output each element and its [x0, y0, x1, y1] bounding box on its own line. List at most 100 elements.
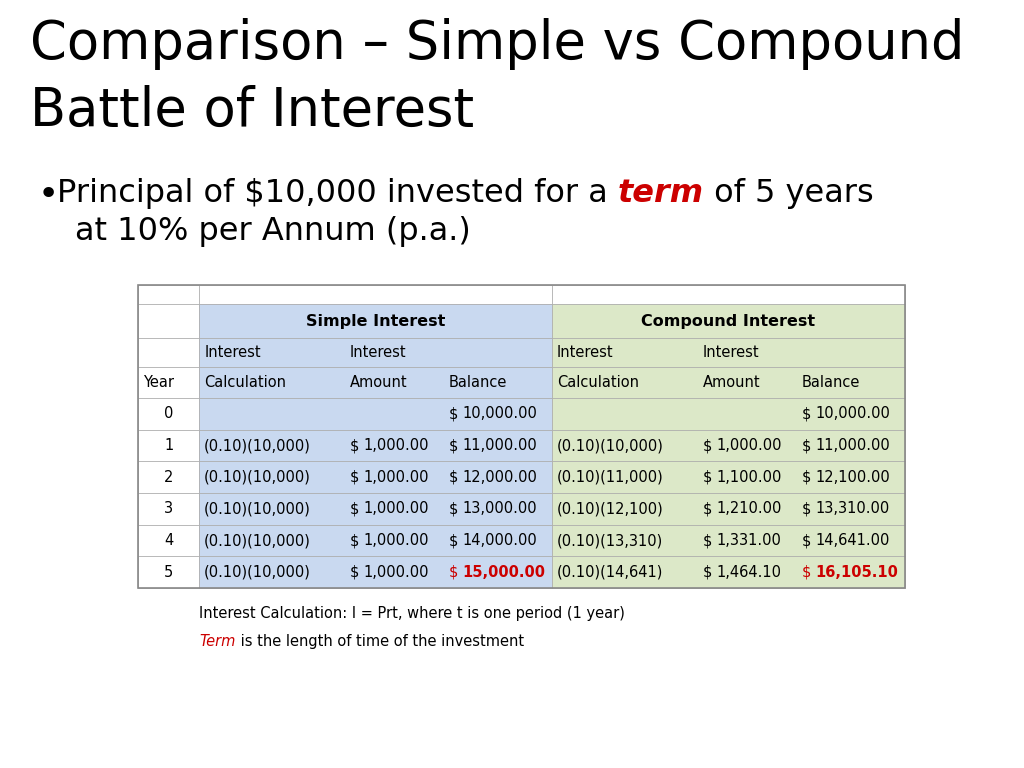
Bar — [138, 285, 905, 588]
Text: 1,210.00: 1,210.00 — [716, 502, 781, 516]
Bar — [138, 493, 200, 525]
Text: (0.10)(10,000): (0.10)(10,000) — [204, 470, 311, 485]
Bar — [138, 556, 200, 588]
Bar — [138, 285, 200, 304]
Text: Interest Calculation: I = Prt, where t is one period (1 year): Interest Calculation: I = Prt, where t i… — [200, 606, 625, 621]
Text: $: $ — [802, 502, 811, 516]
Text: $: $ — [702, 470, 713, 485]
Text: $: $ — [450, 438, 459, 453]
Text: 1,100.00: 1,100.00 — [716, 470, 781, 485]
Bar — [552, 366, 905, 398]
Text: Interest: Interest — [702, 345, 760, 360]
Text: 13,000.00: 13,000.00 — [462, 502, 537, 516]
Text: at 10% per Annum (p.a.): at 10% per Annum (p.a.) — [75, 216, 471, 247]
Bar — [138, 366, 200, 398]
Bar — [200, 285, 552, 304]
Text: (0.10)(10,000): (0.10)(10,000) — [204, 438, 311, 453]
Text: 1,464.10: 1,464.10 — [716, 564, 781, 580]
Bar — [138, 398, 200, 430]
Text: Calculation: Calculation — [204, 375, 287, 390]
Bar — [552, 556, 905, 588]
Bar — [200, 430, 552, 462]
Text: 12,100.00: 12,100.00 — [815, 470, 890, 485]
Text: 1,000.00: 1,000.00 — [364, 438, 429, 453]
Bar — [552, 285, 905, 304]
Text: Balance: Balance — [802, 375, 860, 390]
Text: (0.10)(12,100): (0.10)(12,100) — [557, 502, 664, 516]
Text: 15,000.00: 15,000.00 — [462, 564, 545, 580]
Bar — [552, 398, 905, 430]
Text: Interest: Interest — [557, 345, 613, 360]
Bar — [138, 304, 200, 339]
Text: Battle of Interest: Battle of Interest — [30, 85, 474, 137]
Text: $: $ — [350, 502, 359, 516]
Text: Interest: Interest — [204, 345, 261, 360]
Bar — [552, 430, 905, 462]
Text: 5: 5 — [164, 564, 173, 580]
Bar — [552, 339, 905, 366]
Bar — [138, 462, 200, 493]
Text: $: $ — [702, 502, 713, 516]
Text: $: $ — [802, 406, 811, 422]
Text: 3: 3 — [164, 502, 173, 516]
Text: Year: Year — [143, 375, 174, 390]
Text: 1,000.00: 1,000.00 — [364, 564, 429, 580]
Text: 1,331.00: 1,331.00 — [716, 533, 781, 548]
Bar — [552, 462, 905, 493]
Text: 14,000.00: 14,000.00 — [462, 533, 537, 548]
Text: •: • — [38, 178, 59, 212]
Text: is the length of time of the investment: is the length of time of the investment — [236, 634, 523, 649]
Bar — [552, 493, 905, 525]
Text: Comparison – Simple vs Compound: Comparison – Simple vs Compound — [30, 18, 965, 70]
Text: 4: 4 — [164, 533, 173, 548]
Text: of 5 years: of 5 years — [705, 178, 873, 209]
Bar — [200, 493, 552, 525]
Bar — [138, 339, 200, 366]
Text: (0.10)(10,000): (0.10)(10,000) — [557, 438, 664, 453]
Bar — [200, 525, 552, 556]
Text: 10,000.00: 10,000.00 — [462, 406, 537, 422]
Text: $: $ — [802, 533, 811, 548]
Text: 2: 2 — [164, 470, 173, 485]
Text: Compound Interest: Compound Interest — [641, 313, 816, 329]
Text: Balance: Balance — [450, 375, 508, 390]
Text: $: $ — [450, 406, 459, 422]
Text: $: $ — [450, 564, 459, 580]
Text: 1,000.00: 1,000.00 — [364, 533, 429, 548]
Text: (0.10)(13,310): (0.10)(13,310) — [557, 533, 664, 548]
Text: $: $ — [702, 438, 713, 453]
Text: $: $ — [802, 470, 811, 485]
Text: 1,000.00: 1,000.00 — [364, 502, 429, 516]
Text: 1,000.00: 1,000.00 — [364, 470, 429, 485]
Text: Calculation: Calculation — [557, 375, 639, 390]
Text: 16,105.10: 16,105.10 — [815, 564, 898, 580]
Text: $: $ — [702, 533, 713, 548]
Text: $: $ — [802, 564, 811, 580]
Text: (0.10)(10,000): (0.10)(10,000) — [204, 533, 311, 548]
Text: term: term — [617, 178, 705, 209]
Text: (0.10)(10,000): (0.10)(10,000) — [204, 502, 311, 516]
Text: Amount: Amount — [702, 375, 761, 390]
Text: 1: 1 — [164, 438, 173, 453]
Text: $: $ — [702, 564, 713, 580]
Text: $: $ — [350, 564, 359, 580]
Text: 1,000.00: 1,000.00 — [716, 438, 781, 453]
Text: 11,000.00: 11,000.00 — [462, 438, 537, 453]
Bar — [138, 430, 200, 462]
Text: $: $ — [350, 470, 359, 485]
Text: Principal of $10,000 invested for a: Principal of $10,000 invested for a — [57, 178, 617, 209]
Text: (0.10)(11,000): (0.10)(11,000) — [557, 470, 664, 485]
Bar — [552, 525, 905, 556]
Text: 10,000.00: 10,000.00 — [815, 406, 890, 422]
Text: Amount: Amount — [350, 375, 408, 390]
Bar — [200, 462, 552, 493]
Bar — [200, 398, 552, 430]
Text: $: $ — [450, 502, 459, 516]
Text: 14,641.00: 14,641.00 — [815, 533, 890, 548]
Bar — [200, 304, 552, 339]
Bar — [138, 525, 200, 556]
Text: (0.10)(10,000): (0.10)(10,000) — [204, 564, 311, 580]
Text: Term: Term — [200, 634, 236, 649]
Bar — [200, 556, 552, 588]
Bar — [552, 304, 905, 339]
